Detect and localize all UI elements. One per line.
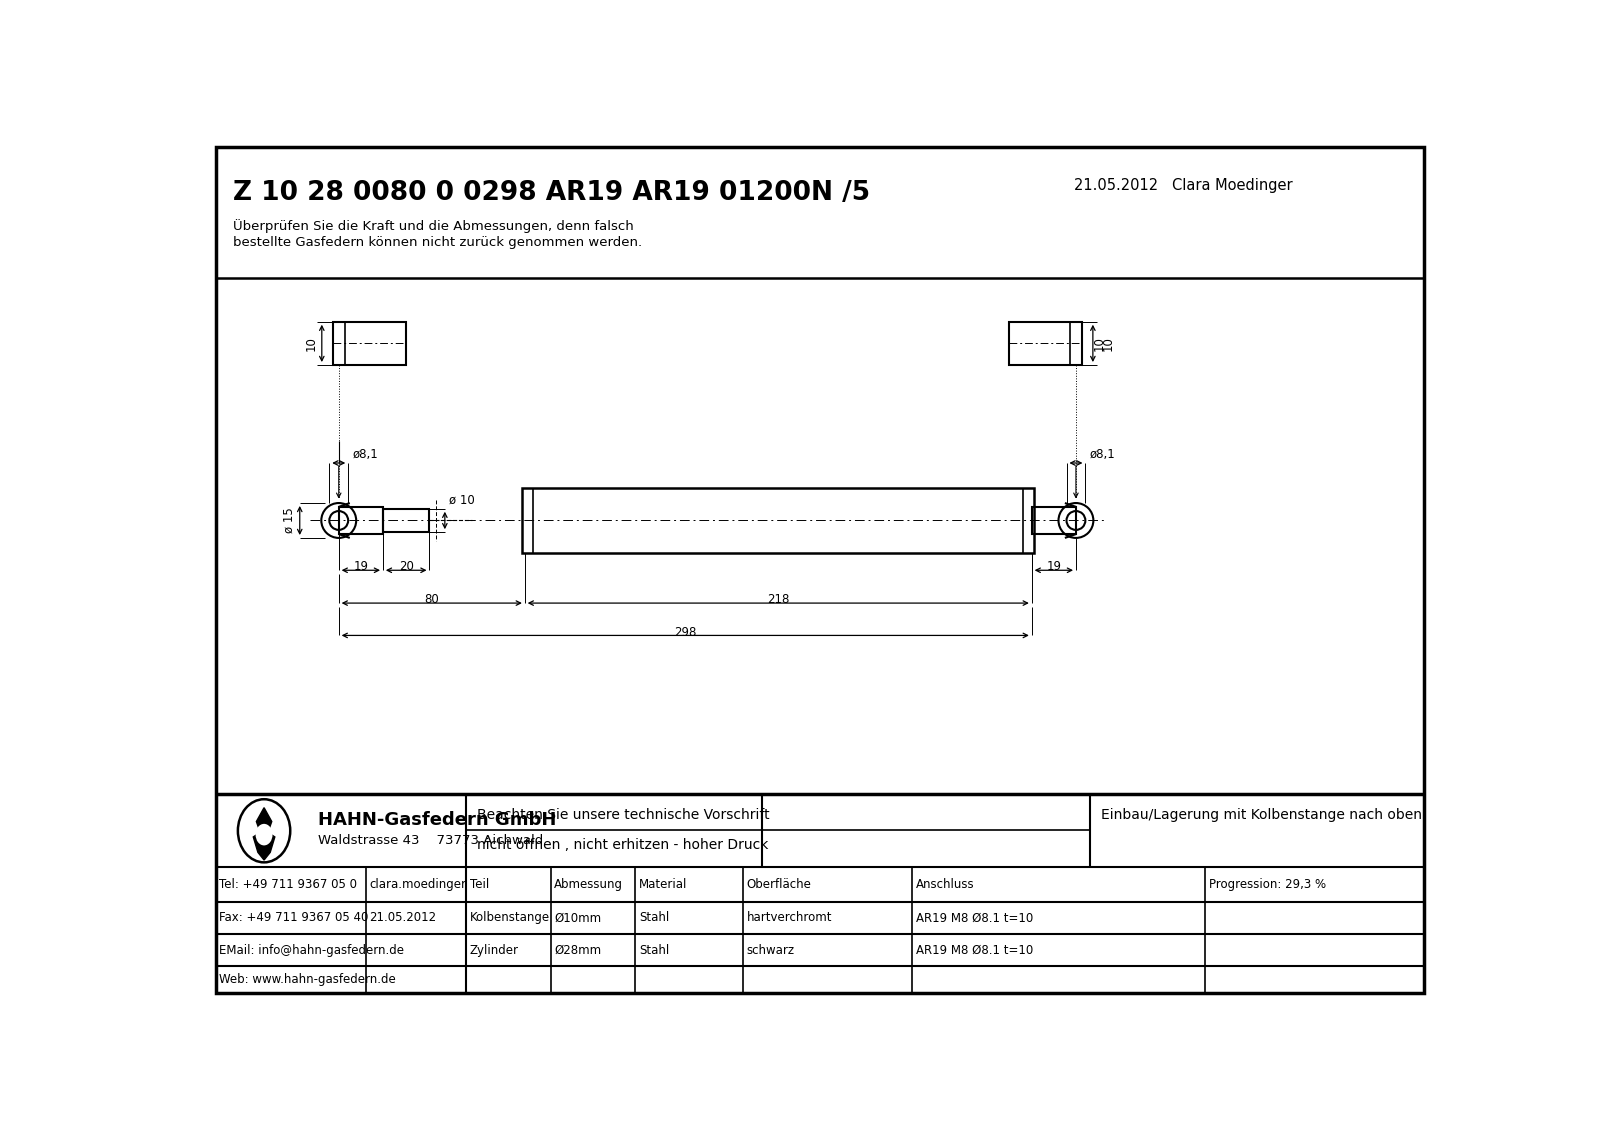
Bar: [1032, 507, 1075, 534]
Text: EMail: info@hahn-gasfedern.de: EMail: info@hahn-gasfedern.de: [219, 944, 405, 956]
Bar: [339, 507, 382, 534]
Text: Überprüfen Sie die Kraft und die Abmessungen, denn falsch: Überprüfen Sie die Kraft und die Abmessu…: [234, 219, 634, 233]
Text: Beachten Sie unsere technische Vorschrift: Beachten Sie unsere technische Vorschrif…: [477, 807, 770, 822]
Text: Tel: +49 711 9367 05 0: Tel: +49 711 9367 05 0: [219, 878, 357, 891]
Text: Stahl: Stahl: [638, 944, 669, 956]
Text: Waldstrasse 43    73773 Aichwald: Waldstrasse 43 73773 Aichwald: [318, 834, 544, 847]
Text: ø8,1: ø8,1: [1090, 448, 1115, 461]
Text: 218: 218: [766, 593, 789, 606]
Text: Z 10 28 0080 0 0298 AR19 AR19 01200N /5: Z 10 28 0080 0 0298 AR19 AR19 01200N /5: [234, 181, 870, 207]
Text: Ø10mm: Ø10mm: [554, 911, 602, 925]
Text: Stahl: Stahl: [638, 911, 669, 925]
Text: 10: 10: [1101, 336, 1115, 351]
Text: bestellte Gasfedern können nicht zurück genommen werden.: bestellte Gasfedern können nicht zurück …: [234, 236, 642, 248]
Text: 21.05.2012: 21.05.2012: [370, 911, 437, 925]
Text: 20: 20: [398, 560, 414, 574]
Bar: [1010, 322, 1082, 365]
Text: hartverchromt: hartverchromt: [747, 911, 832, 925]
Text: Material: Material: [638, 878, 688, 891]
Text: 80: 80: [424, 593, 438, 606]
Text: Anschluss: Anschluss: [917, 878, 974, 891]
Bar: [333, 322, 406, 365]
Text: Oberfläche: Oberfläche: [747, 878, 811, 891]
Text: AR19 M8 Ø8.1 t=10: AR19 M8 Ø8.1 t=10: [917, 944, 1034, 956]
Text: Einbau/Lagerung mit Kolbenstange nach oben: Einbau/Lagerung mit Kolbenstange nach ob…: [1101, 807, 1422, 822]
Text: Progression: 29,3 %: Progression: 29,3 %: [1210, 878, 1326, 891]
Text: Web: www.hahn-gasfedern.de: Web: www.hahn-gasfedern.de: [219, 973, 397, 987]
Text: AR19 M8 Ø8.1 t=10: AR19 M8 Ø8.1 t=10: [917, 911, 1034, 925]
Text: 10: 10: [306, 336, 318, 351]
Text: Teil: Teil: [470, 878, 490, 891]
Text: nicht öffnen , nicht erhitzen - hoher Druck: nicht öffnen , nicht erhitzen - hoher Dr…: [477, 838, 768, 851]
Text: Kolbenstange: Kolbenstange: [470, 911, 550, 925]
Text: Abmessung: Abmessung: [554, 878, 624, 891]
Text: schwarz: schwarz: [747, 944, 795, 956]
Text: ø 10: ø 10: [450, 493, 475, 507]
Bar: [523, 488, 1034, 553]
Text: clara.moedinger: clara.moedinger: [370, 878, 467, 891]
Text: ø8,1: ø8,1: [352, 448, 378, 461]
Text: HAHN-Gasfedern GmbH: HAHN-Gasfedern GmbH: [318, 811, 557, 829]
Polygon shape: [253, 807, 275, 860]
Text: 298: 298: [674, 625, 696, 639]
Text: ø 15: ø 15: [283, 508, 296, 533]
Text: Ø28mm: Ø28mm: [554, 944, 602, 956]
Text: Zylinder: Zylinder: [470, 944, 518, 956]
Text: 10: 10: [1093, 336, 1106, 351]
Text: 19: 19: [1046, 560, 1061, 574]
Text: Fax: +49 711 9367 05 40: Fax: +49 711 9367 05 40: [219, 911, 368, 925]
Text: 21.05.2012   Clara Moedinger: 21.05.2012 Clara Moedinger: [1074, 178, 1293, 193]
Ellipse shape: [256, 824, 272, 846]
Bar: [382, 509, 429, 532]
Text: 19: 19: [354, 560, 368, 574]
